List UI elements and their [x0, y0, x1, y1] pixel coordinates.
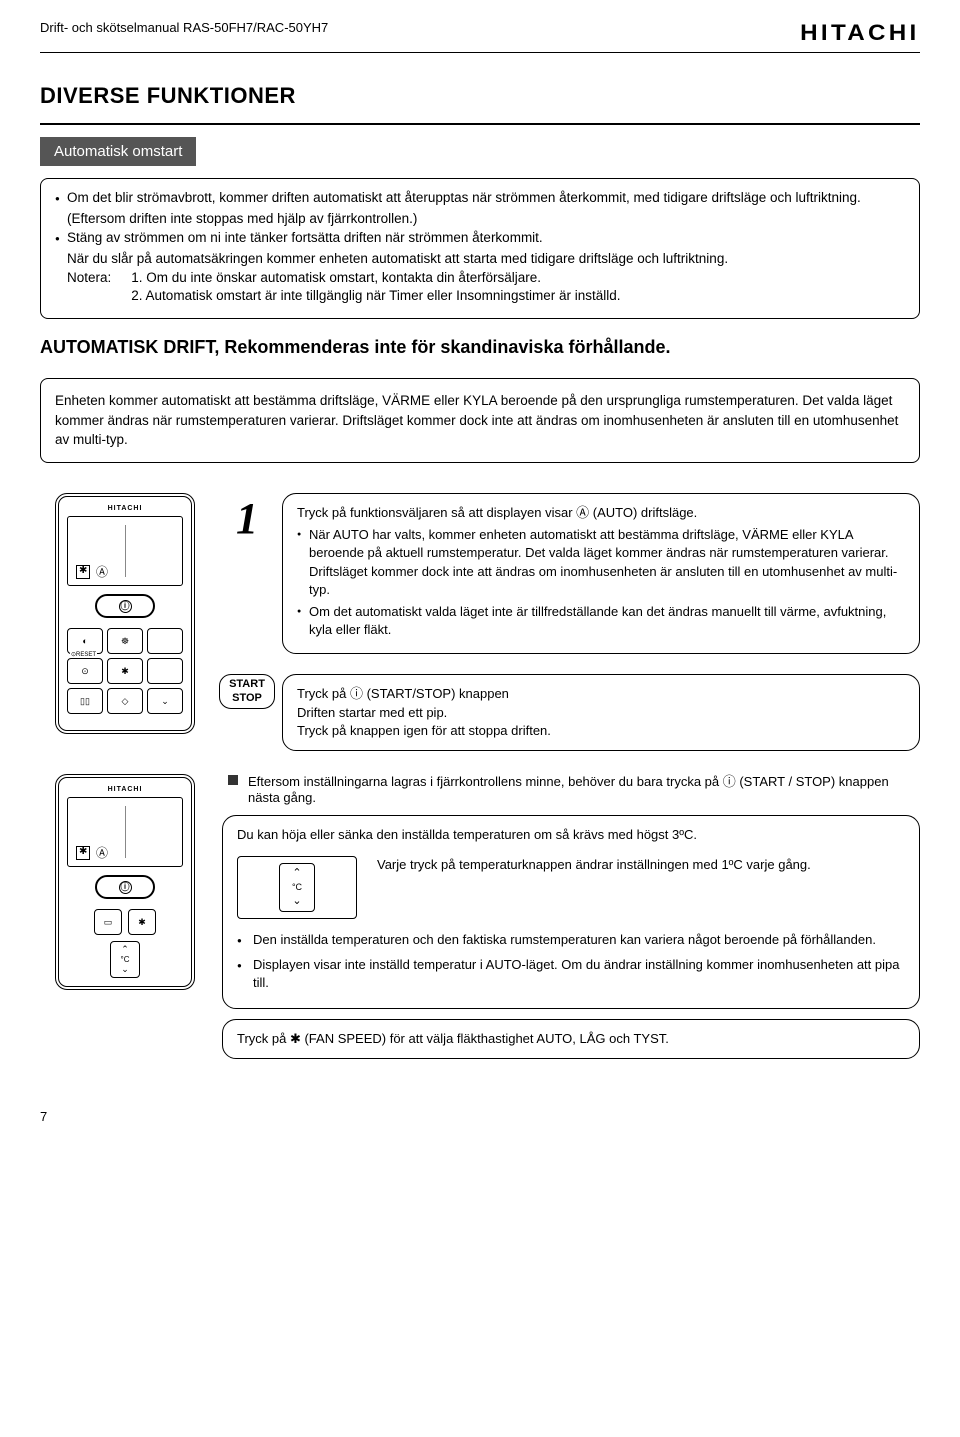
auto-icon	[96, 846, 110, 860]
remote-btn-fan: ✱	[128, 909, 156, 935]
remote-illustration-1: HITACHI ⓘ ◐ ☸ ⊙RESET⊙ ✱ ▯▯ ◇ ⌄	[55, 493, 195, 734]
remote-brand: HITACHI	[67, 505, 183, 512]
page-title: DIVERSE FUNKTIONER	[40, 83, 920, 109]
restart-line-3: När du slår på automatsäkringen kommer e…	[67, 250, 905, 269]
temp-intro: Du kan höja eller sänka den inställda te…	[237, 826, 905, 844]
fan-icon	[76, 565, 90, 579]
temp-d1: Den inställda temperaturen och den fakti…	[237, 931, 905, 949]
restart-bullet-1: Om det blir strömavbrott, kommer driften…	[55, 189, 905, 208]
restart-paren: (Eftersom driften inte stoppas med hjälp…	[67, 210, 905, 229]
manual-title: Drift- och skötselmanual RAS-50FH7/RAC-5…	[40, 20, 328, 35]
step1-b1: När AUTO har valts, kommer enheten autom…	[297, 526, 905, 599]
header-rule	[40, 52, 920, 53]
notera-2: 2. Automatisk omstart är inte tillgängli…	[131, 287, 905, 306]
section-subtitle: AUTOMATISK DRIFT, Rekommenderas inte för…	[40, 337, 920, 358]
fan-icon	[76, 846, 90, 860]
ss-l1: Tryck på ⓘ (START/STOP) knappen	[297, 685, 905, 703]
power-icon: ⓘ	[119, 881, 132, 894]
title-underline	[40, 123, 920, 125]
remote-btn-reset: ⊙RESET⊙	[67, 658, 103, 684]
power-icon: ⓘ	[119, 600, 132, 613]
notera-label: Notera:	[67, 269, 111, 307]
auto-drift-box: Enheten kommer automatiskt att bestämma …	[40, 378, 920, 463]
restart-bullet-2: Stäng av strömmen om ni inte tänker fort…	[55, 229, 905, 248]
fan-speed-bubble: Tryck på ✱ (FAN SPEED) för att välja flä…	[222, 1019, 920, 1059]
remote-display	[67, 516, 183, 586]
memory-note-text: Eftersom inställningarna lagras i fjärrk…	[248, 771, 920, 805]
remote-btn: ▯▯	[67, 688, 103, 714]
brand-logo: HITACHI	[801, 20, 920, 46]
memory-note: Eftersom inställningarna lagras i fjärrk…	[222, 771, 920, 805]
step-number-1: 1	[228, 493, 266, 545]
page-number: 7	[40, 1109, 920, 1124]
remote-btn: ⌄	[147, 688, 183, 714]
remote-btn: ☸	[107, 628, 143, 654]
temp-adjust-bubble: Du kan höja eller sänka den inställda te…	[222, 815, 920, 1009]
remote-btn: ▭	[94, 909, 122, 935]
step-1-bubble: Tryck på funktionsväljaren så att displa…	[282, 493, 920, 654]
notera-1: 1. Om du inte önskar automatisk omstart,…	[131, 269, 905, 288]
remote-btn-fan: ✱	[107, 658, 143, 684]
restart-box: Om det blir strömavbrott, kommer driften…	[40, 178, 920, 319]
temp-d2: Displayen visar inte inställd temperatur…	[237, 956, 905, 992]
remote-brand: HITACHI	[67, 786, 183, 793]
ss-l2: Driften startar med ett pip.	[297, 704, 905, 722]
step1-intro: Tryck på funktionsväljaren så att displa…	[297, 504, 905, 522]
remote-btn	[147, 628, 183, 654]
temp-diagram: ⌃°C⌄	[237, 856, 357, 919]
ss-l3: Tryck på knappen igen för att stoppa dri…	[297, 722, 905, 740]
startstop-bubble: Tryck på ⓘ (START/STOP) knappen Driften …	[282, 674, 920, 751]
remote-display	[67, 797, 183, 867]
square-bullet-icon	[228, 775, 238, 785]
auto-icon	[96, 565, 110, 579]
remote-illustration-2: HITACHI ⓘ ▭ ✱ ⌃°C⌄	[55, 774, 195, 990]
power-button: ⓘ	[95, 594, 155, 618]
step1-b2: Om det automatiskt valda läget inte är t…	[297, 603, 905, 639]
section-badge: Automatisk omstart	[40, 137, 196, 166]
fan-row-text: Tryck på ✱ (FAN SPEED) för att välja flä…	[237, 1031, 669, 1046]
remote-btn	[147, 658, 183, 684]
temp-control: ⌃°C⌄	[110, 941, 140, 978]
remote-btn: ◇	[107, 688, 143, 714]
power-button: ⓘ	[95, 875, 155, 899]
start-stop-badge: START STOP	[219, 674, 275, 708]
temp-diagram-text: Varje tryck på temperaturknappen ändrar …	[377, 856, 905, 874]
